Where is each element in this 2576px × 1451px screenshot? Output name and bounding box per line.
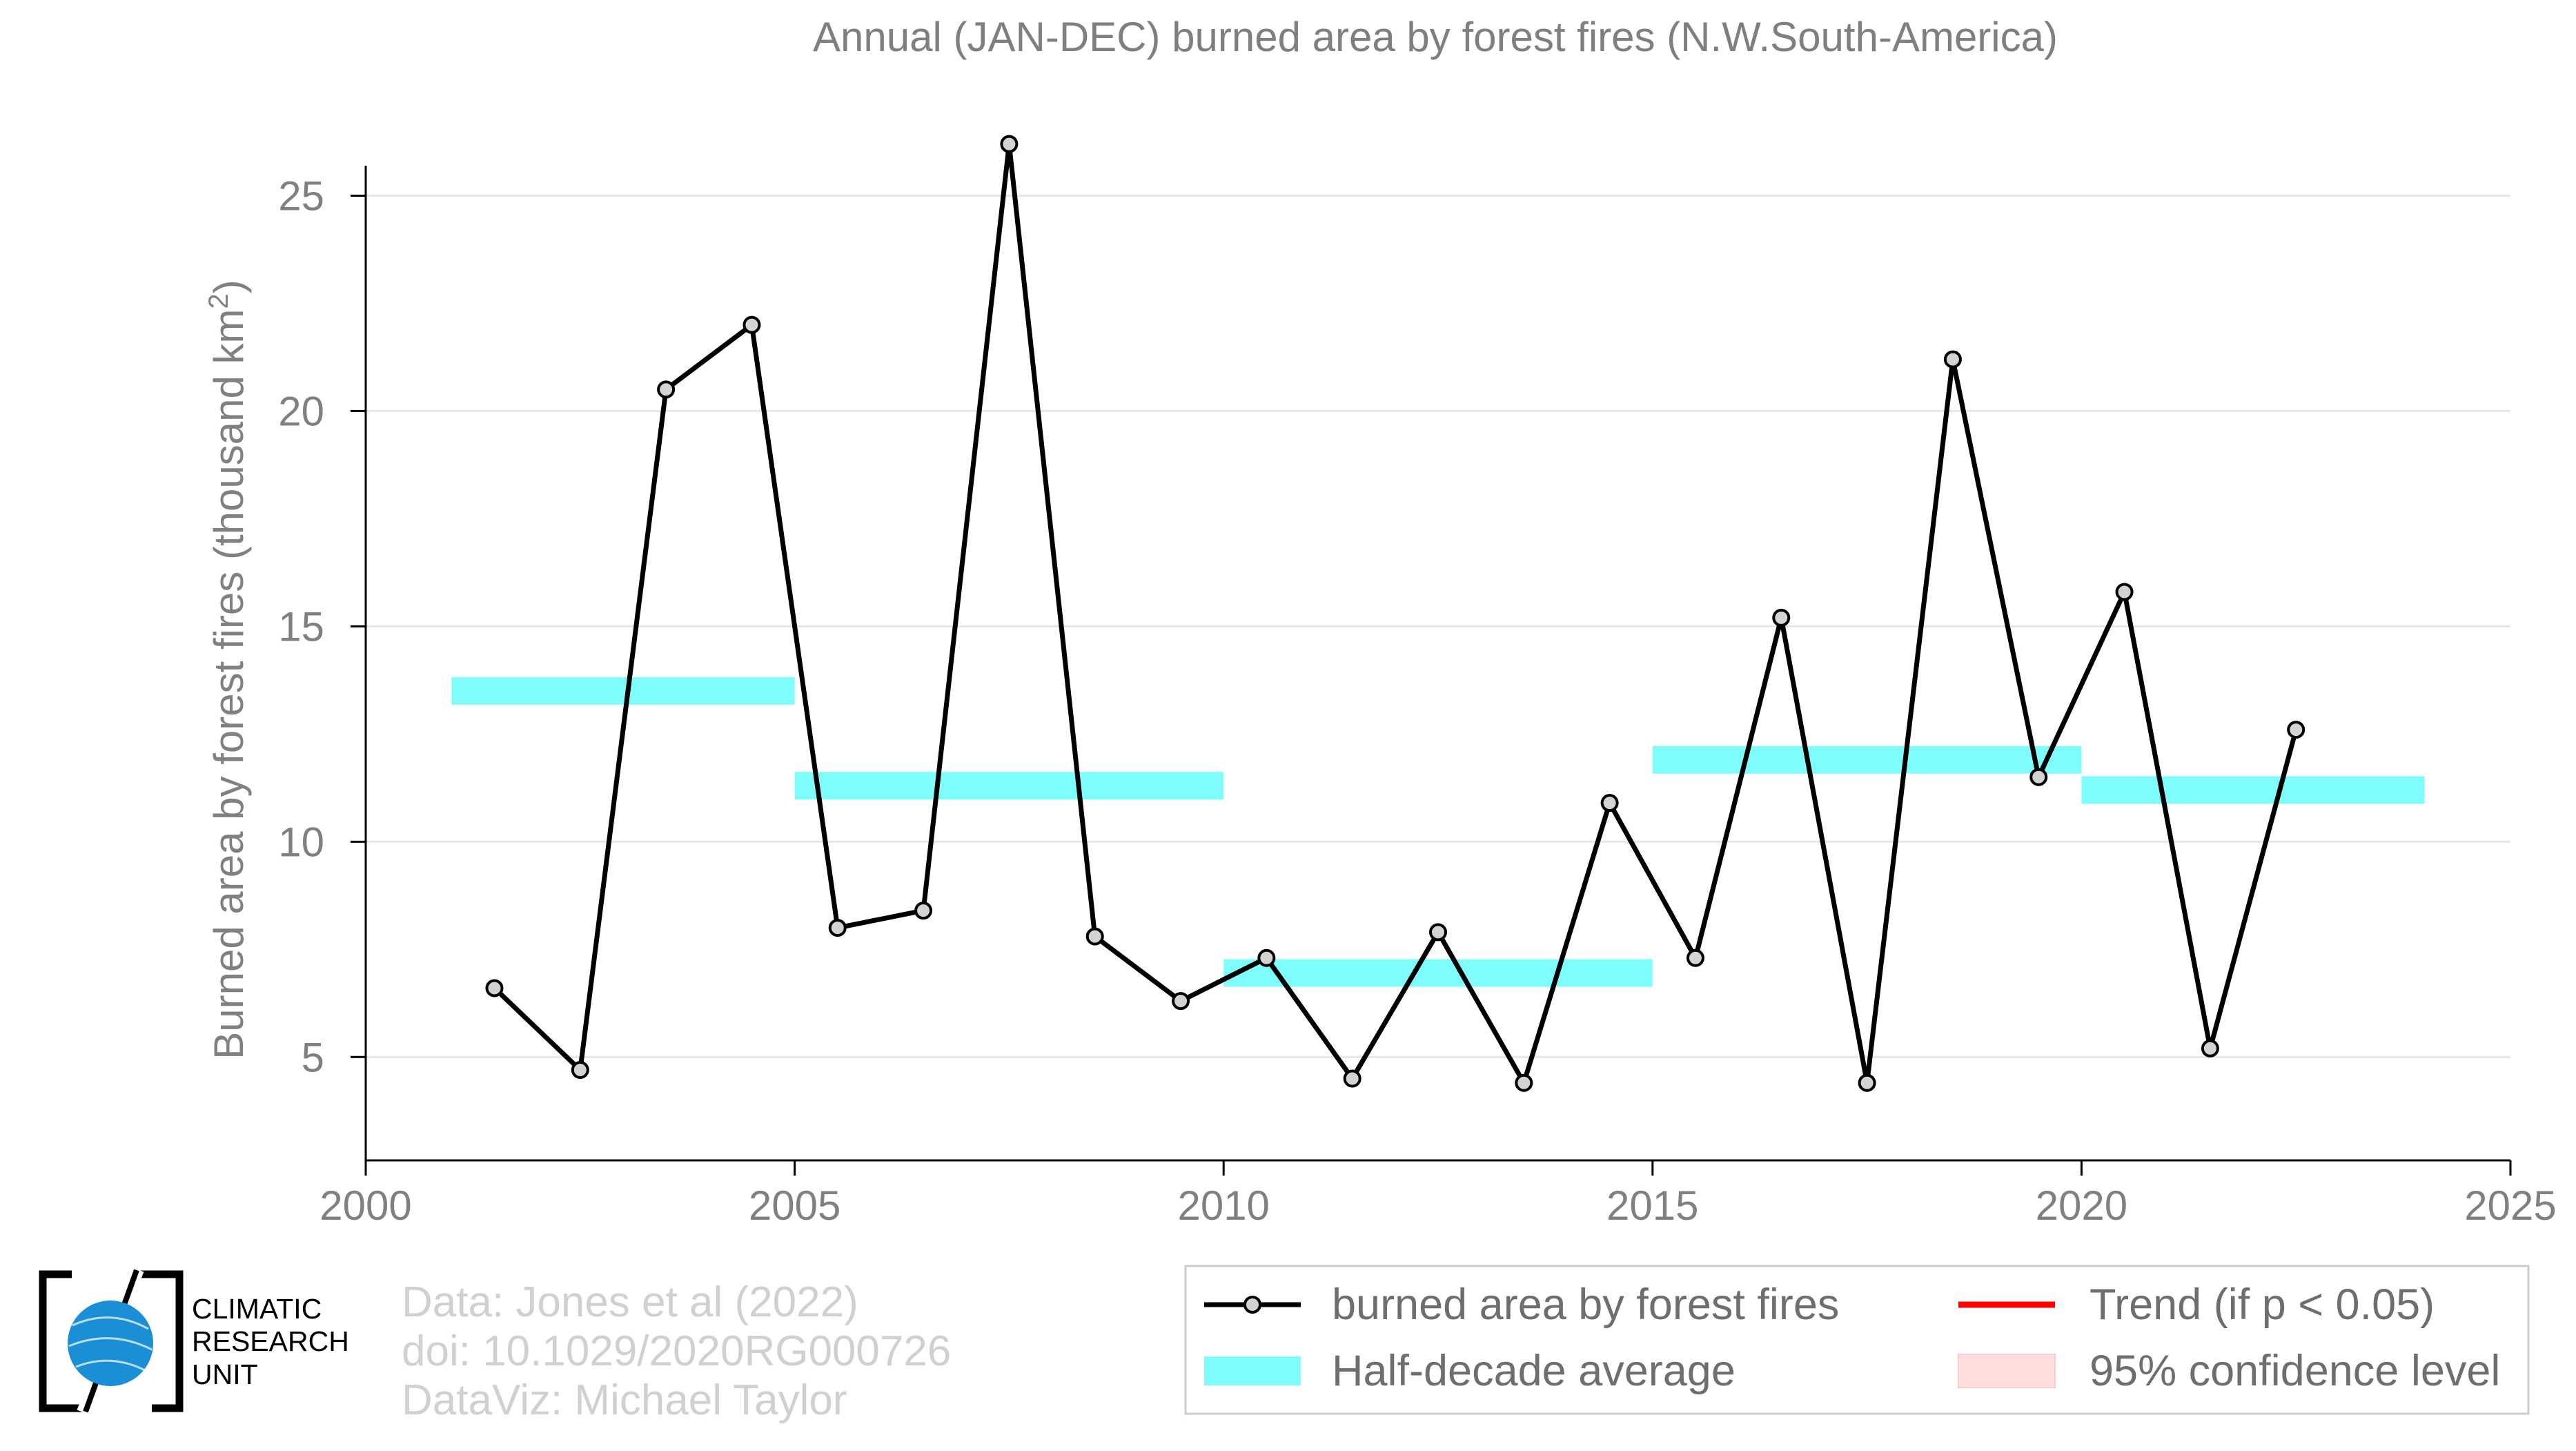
y-tick-label-20: 20 [278, 388, 324, 434]
half-decade-bar-2 [794, 772, 1224, 800]
data-point-2001.5 [485, 979, 504, 997]
globe-lines-icon [68, 1316, 153, 1372]
data-point-2005.5 [828, 919, 847, 937]
data-point-2010.5 [1257, 948, 1276, 967]
burned-area-series [485, 135, 2305, 1092]
legend-half-decade-swatch-icon [1204, 1356, 1301, 1385]
logo-text-climatic: CLIMATIC [192, 1293, 322, 1325]
data-point-2009.5 [1172, 992, 1190, 1011]
x-tick-label-2000: 2000 [319, 1182, 411, 1229]
y-tick-label-25: 25 [278, 173, 324, 219]
legend: burned area by forest fires Trend (if p … [1184, 1265, 2530, 1415]
legend-marker-icon [1243, 1296, 1261, 1314]
chart-title: Annual (JAN-DEC) burned area by forest f… [813, 14, 2058, 60]
half-decade-bar-5 [2081, 776, 2425, 804]
data-point-2015.5 [1686, 948, 1704, 967]
credit-doi: doi: 10.1029/2020RG000726 [402, 1327, 951, 1375]
y-tick-label-5: 5 [302, 1034, 324, 1080]
y-axis-label-close: ) [206, 280, 252, 293]
y-axis-label-superscript: 2 [204, 293, 234, 309]
half-decade-bar-3 [1223, 959, 1653, 987]
data-point-2016.5 [1772, 608, 1791, 627]
data-point-2021.5 [2201, 1039, 2219, 1058]
series-line-burned-area [493, 144, 2299, 1089]
x-tick-label-2005: 2005 [749, 1182, 840, 1229]
half-decade-bands [451, 676, 2425, 987]
logo-bracket-right-icon [138, 1270, 184, 1412]
legend-label-confidence: 95% confidence level [2090, 1347, 2500, 1395]
data-point-2018.5 [1943, 350, 1962, 369]
y-axis-label: Burned area by forest fires (thousand km… [204, 280, 252, 1059]
cru-logo: CLIMATIC RESEARCH UNIT [39, 1268, 349, 1414]
data-point-2008.5 [1085, 927, 1104, 946]
legend-label-burned-area: burned area by forest fires [1332, 1280, 1839, 1329]
credit-data: Data: Jones et al (2022) [402, 1278, 858, 1326]
data-point-2019.5 [2029, 768, 2048, 786]
x-tick-label-2025: 2025 [2464, 1182, 2556, 1229]
grid-lines [366, 194, 2510, 1058]
data-point-2017.5 [1858, 1073, 1876, 1092]
x-tick-label-2015: 2015 [1606, 1182, 1698, 1229]
globe-icon [68, 1301, 153, 1386]
data-point-2002.5 [571, 1060, 589, 1079]
half-decade-bar-4 [1652, 746, 2082, 774]
logo-bracket-left-icon [39, 1270, 83, 1412]
data-point-2011.5 [1343, 1069, 1361, 1088]
logo-text-unit: UNIT [192, 1359, 258, 1390]
data-point-2006.5 [914, 902, 933, 920]
data-point-2007.5 [1000, 135, 1019, 153]
credit-dataviz: DataViz: Michael Taylor [402, 1376, 847, 1424]
x-tick-label-2020: 2020 [2036, 1182, 2127, 1229]
data-point-2020.5 [2115, 583, 2134, 601]
logo-text-research: RESEARCH [192, 1325, 349, 1357]
data-point-2012.5 [1429, 923, 1447, 942]
legend-label-half-decade: Half-decade average [1332, 1347, 1736, 1395]
legend-confidence-swatch-icon [1958, 1354, 2056, 1388]
y-axis-label-main: Burned area by forest fires (thousand km [206, 309, 252, 1060]
x-tick-label-2010: 2010 [1177, 1182, 1269, 1229]
y-tick-label-15: 15 [278, 603, 324, 650]
legend-box [1184, 1265, 2530, 1415]
data-point-2014.5 [1600, 794, 1619, 812]
data-point-2022.5 [2287, 721, 2305, 739]
legend-label-trend: Trend (if p < 0.05) [2090, 1280, 2435, 1329]
half-decade-bar-1 [451, 676, 795, 705]
y-tick-label-10: 10 [278, 819, 324, 865]
data-point-2013.5 [1515, 1073, 1533, 1092]
data-point-2004.5 [743, 315, 761, 334]
data-point-2003.5 [657, 380, 676, 399]
